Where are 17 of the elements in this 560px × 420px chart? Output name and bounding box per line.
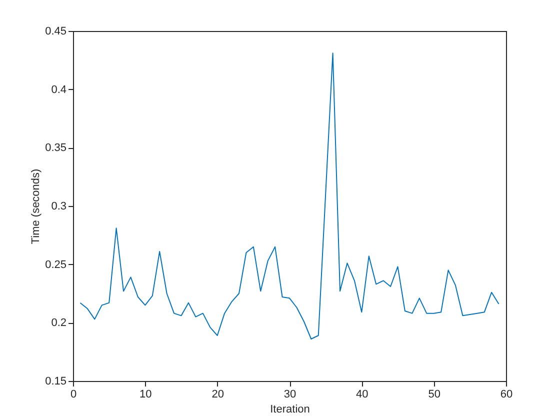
y-tick-label: 0.3 xyxy=(51,200,66,212)
y-tick-label: 0.35 xyxy=(45,142,66,154)
y-tick-label: 0.2 xyxy=(51,317,66,330)
line-series xyxy=(80,52,500,340)
x-tick-label: 50 xyxy=(428,388,440,400)
y-tick-label: 0.4 xyxy=(51,84,66,96)
y-tick-label: 0.15 xyxy=(45,376,66,388)
x-tick-label: 0 xyxy=(70,388,77,400)
x-tick-label: 30 xyxy=(284,388,296,400)
x-tick-label: 60 xyxy=(500,388,513,400)
y-axis-title: Time (seconds) xyxy=(30,168,42,244)
x-tick-label: 10 xyxy=(140,388,152,400)
x-tick-label: 40 xyxy=(356,388,368,400)
x-axis-title: Iteration xyxy=(270,404,310,416)
x-tick-label: 20 xyxy=(212,388,224,400)
y-tick-label: 0.25 xyxy=(45,258,66,271)
y-tick-label: 0.45 xyxy=(45,26,66,38)
